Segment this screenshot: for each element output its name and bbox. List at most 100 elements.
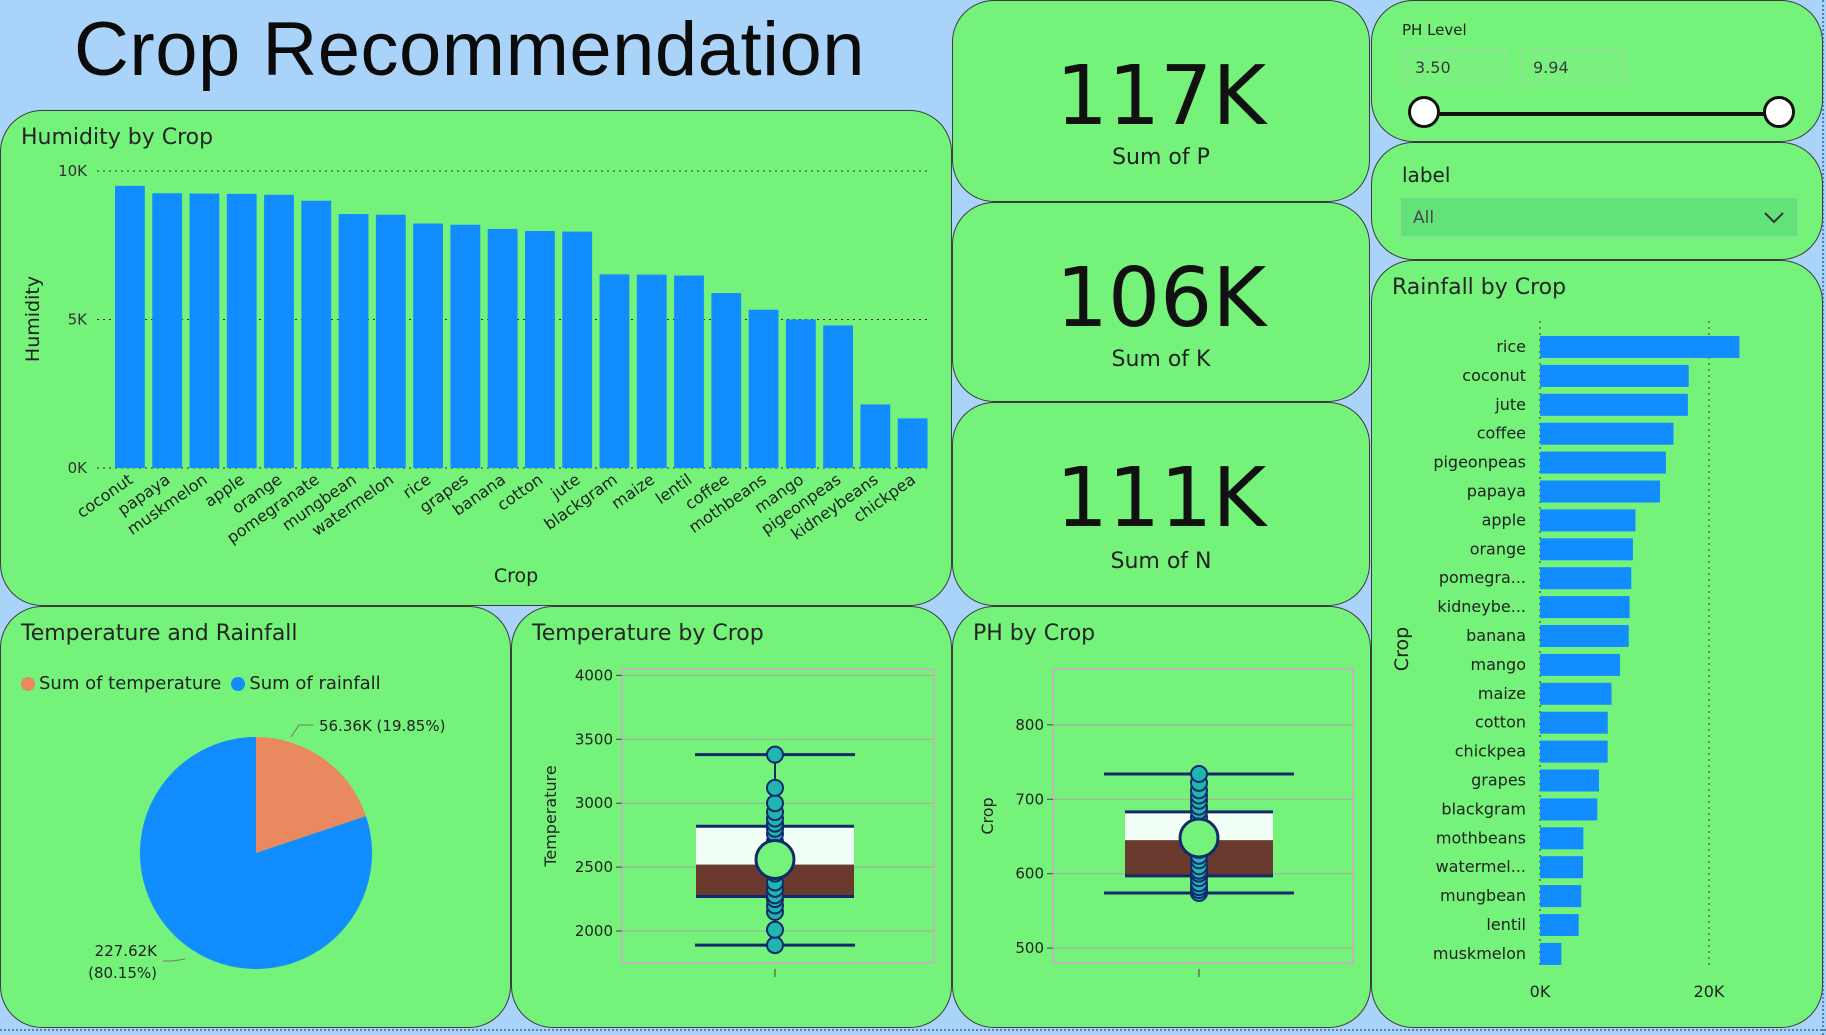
rainfall-y-tick: maize — [1478, 684, 1526, 703]
ph-max-input[interactable]: 9.94 — [1520, 49, 1625, 85]
y-tick-label: 700 — [1015, 790, 1044, 808]
humidity-bar — [375, 214, 406, 468]
rainfall-bar — [1540, 769, 1599, 792]
kpi-label-n: Sum of N — [1110, 549, 1212, 574]
humidity-bar — [599, 274, 630, 468]
data-point — [766, 920, 784, 939]
data-point — [766, 745, 784, 764]
canvas-right-border — [1822, 0, 1824, 1035]
y-tick-label: 500 — [1015, 939, 1044, 957]
legend-item-rainfall[interactable]: Sum of rainfall — [231, 673, 381, 694]
rainfall-bar — [1540, 711, 1608, 734]
humidity-bar — [785, 319, 816, 468]
rainfall-bar — [1540, 393, 1688, 416]
y-tick-label: 3500 — [575, 730, 613, 748]
rainfall-y-tick: muskmelon — [1433, 944, 1526, 963]
rainfall-bar — [1540, 538, 1633, 561]
rainfall-bar — [1540, 422, 1674, 445]
ph-slider-max-handle[interactable] — [1763, 96, 1795, 128]
rainfall-y-tick: coffee — [1477, 424, 1526, 443]
kpi-card-k[interactable]: 106K Sum of K — [952, 202, 1370, 402]
humidity-bar — [115, 185, 145, 468]
ph-slider-min-handle[interactable] — [1408, 96, 1440, 128]
rainfall-y-tick: grapes — [1471, 771, 1526, 790]
ph-box-chart: 500 600 700 800 Crop — [978, 668, 1354, 977]
rainfall-y-tick: chickpea — [1455, 742, 1526, 761]
humidity-chart-tile[interactable]: Humidity by Crop 0K 5K 10K coconut papaya mus… — [0, 110, 952, 606]
rainfall-bar — [1540, 942, 1562, 965]
temperature-box-tile[interactable]: Temperature by Crop 2000 2500 3000 3500 4000… — [511, 606, 952, 1028]
pie-slice-rainfall — [139, 737, 372, 969]
rainfall-y-tick: pomegra... — [1439, 568, 1526, 587]
label-slicer[interactable]: label All — [1371, 142, 1823, 260]
kpi-card-p[interactable]: 117K Sum of P — [952, 0, 1370, 202]
humidity-bar — [338, 214, 369, 468]
pie-label-rainfall-percent: (80.15%) — [88, 964, 157, 982]
rainfall-bar — [1540, 336, 1740, 358]
rainfall-y-tick: mothbeans — [1436, 828, 1526, 847]
humidity-bar — [487, 228, 518, 468]
humidity-bar — [264, 194, 294, 468]
legend-item-temperature[interactable]: Sum of temperature — [21, 673, 221, 694]
rainfall-y-tick: cotton — [1475, 713, 1526, 732]
temp-rain-pie-tile[interactable]: Temperature and Rainfall Sum of temperat… — [0, 606, 511, 1028]
rainfall-y-tick: lentil — [1486, 915, 1526, 934]
rainfall-bar — [1540, 740, 1608, 763]
canvas-bottom-border — [0, 1029, 1826, 1031]
y-axis-title: Crop — [978, 797, 997, 834]
legend-label-rainfall: Sum of rainfall — [249, 673, 381, 694]
kpi-value-k: 106K — [1055, 251, 1267, 346]
kpi-value-p: 117K — [1055, 49, 1267, 144]
kpi-value-n: 111K — [1055, 451, 1267, 546]
y-tick-label: 2000 — [575, 922, 613, 940]
rainfall-y-tick: jute — [1494, 395, 1526, 414]
pie-chart-title: Temperature and Rainfall — [21, 621, 298, 646]
humidity-y-tick: 0K — [68, 459, 89, 477]
mean-marker — [1178, 817, 1220, 859]
label-dropdown-value: All — [1413, 208, 1435, 228]
rainfall-x-tick: 20K — [1694, 982, 1725, 1001]
pie-legend: Sum of temperature Sum of rainfall — [21, 673, 391, 694]
data-point — [766, 778, 784, 797]
ph-slider-track[interactable] — [1426, 112, 1780, 116]
rainfall-chart-title: Rainfall by Crop — [1392, 275, 1567, 300]
humidity-bar — [823, 325, 853, 468]
ph-level-slicer[interactable]: PH Level 3.50 9.94 — [1371, 0, 1823, 142]
rainfall-y-tick: pigeonpeas — [1433, 453, 1526, 472]
humidity-bar — [525, 230, 555, 468]
humidity-bar — [450, 224, 481, 468]
label-dropdown[interactable]: All — [1400, 197, 1798, 237]
rainfall-chart: rice coconut jute coffee pigeonpeas papaya app… — [1391, 321, 1740, 1001]
humidity-chart-title: Humidity by Crop — [21, 125, 214, 150]
humidity-y-tick: 5K — [68, 311, 89, 329]
y-axis-title: Temperature — [541, 765, 560, 867]
humidity-x-axis-title: Crop — [494, 565, 538, 587]
pie-label-temperature: 56.36K (19.85%) — [319, 717, 445, 735]
ph-slicer-title: PH Level — [1402, 21, 1467, 39]
humidity-x-tick: blackgram — [541, 470, 621, 534]
humidity-chart: 0K5K10Kcoconutpapayamuskmelonappleorange… — [22, 162, 931, 587]
humidity-bar — [301, 200, 332, 468]
humidity-bar — [674, 275, 704, 468]
ph-min-input[interactable]: 3.50 — [1402, 49, 1507, 85]
rainfall-bar — [1540, 798, 1598, 821]
rainfall-y-tick: apple — [1482, 510, 1526, 529]
kpi-card-n[interactable]: 111K Sum of N — [952, 402, 1370, 606]
temperature-box-chart: 2000 2500 3000 3500 4000 Temperature — [541, 666, 935, 977]
pie-leader-line-temperature — [290, 724, 313, 738]
humidity-bar — [152, 193, 183, 468]
humidity-y-axis-title: Humidity — [22, 276, 44, 362]
rainfall-chart-tile[interactable]: Rainfall by Crop rice coconut jute coffee pi… — [1371, 260, 1823, 1028]
humidity-bar — [897, 418, 928, 468]
plot-area-frame — [621, 668, 935, 964]
pie-label-rainfall-value: 227.62K — [95, 942, 158, 960]
rainfall-y-tick: coconut — [1462, 366, 1526, 385]
data-point — [766, 794, 784, 813]
rainfall-bar — [1540, 625, 1629, 647]
plot-area-frame — [1052, 668, 1354, 964]
kpi-label-k: Sum of K — [1111, 347, 1211, 372]
humidity-bar — [748, 309, 779, 468]
ph-box-tile[interactable]: PH by Crop 500 600 700 800 Crop — [952, 606, 1371, 1028]
rainfall-y-tick: blackgram — [1441, 799, 1526, 818]
rainfall-bar — [1540, 682, 1612, 705]
